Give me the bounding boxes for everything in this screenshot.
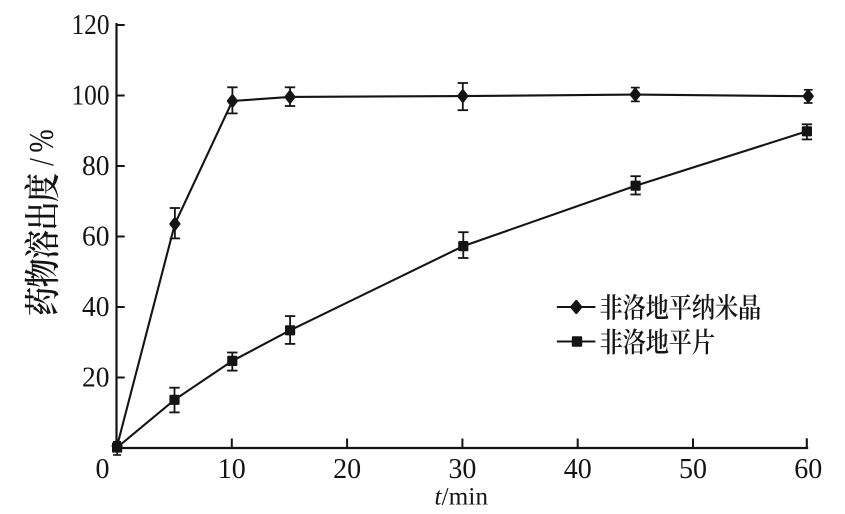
svg-text:30: 30 xyxy=(448,454,476,485)
svg-text:0: 0 xyxy=(96,454,110,485)
svg-text:60: 60 xyxy=(794,454,822,485)
svg-text:50: 50 xyxy=(679,454,707,485)
svg-text:80: 80 xyxy=(82,151,110,182)
svg-text:100: 100 xyxy=(72,81,110,112)
svg-text:20: 20 xyxy=(333,454,361,485)
svg-text:%: % xyxy=(22,129,61,152)
svg-text:20: 20 xyxy=(82,363,110,394)
svg-text:t/min: t/min xyxy=(435,483,489,510)
svg-text:40: 40 xyxy=(82,292,110,323)
svg-text:/: / xyxy=(22,158,61,166)
svg-text:40: 40 xyxy=(564,454,592,485)
svg-text:60: 60 xyxy=(82,222,110,253)
svg-text:120: 120 xyxy=(72,10,110,41)
svg-text:10: 10 xyxy=(218,454,246,485)
